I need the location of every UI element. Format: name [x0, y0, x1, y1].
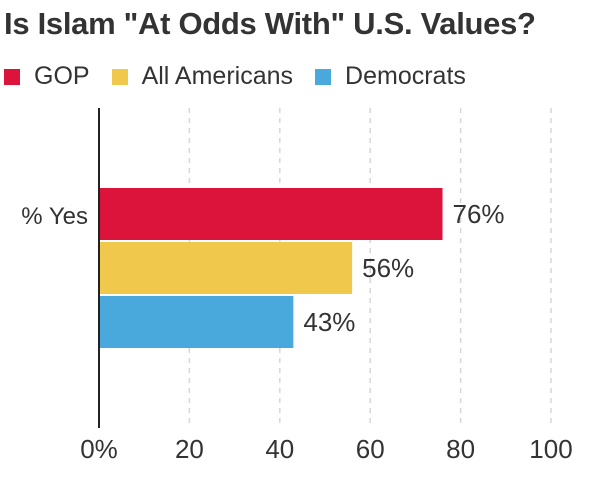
legend-item-democrats: Democrats: [315, 62, 466, 91]
bar-democrats: [99, 296, 294, 348]
legend-swatch-all-americans: [111, 68, 128, 85]
legend-item-gop: GOP: [4, 62, 90, 91]
x-tick-label-40: 40: [265, 434, 294, 464]
legend-label-gop: GOP: [34, 62, 90, 90]
legend-swatch-gop: [4, 68, 20, 85]
legend-label-all-americans: All Americans: [141, 62, 294, 90]
legend-label-democrats: Democrats: [345, 62, 466, 90]
bar-all-americans: [99, 242, 353, 294]
x-tick-label-20: 20: [175, 434, 204, 464]
data-label-gop: 76%: [453, 199, 505, 229]
legend-swatch-democrats: [315, 68, 332, 85]
legend: GOP All Americans Democrats: [4, 62, 488, 91]
category-label: % Yes: [21, 203, 88, 230]
x-tick-label-100: 100: [529, 434, 572, 464]
bar-gop: [99, 188, 443, 240]
data-label-democrats: 43%: [303, 307, 355, 337]
data-label-all-americans: 56%: [362, 253, 414, 283]
x-tick-label-60: 60: [356, 434, 385, 464]
x-tick-label-80: 80: [446, 434, 475, 464]
chart-title: Is Islam "At Odds With" U.S. Values?: [4, 6, 536, 41]
x-tick-label-0: 0%: [80, 434, 118, 464]
legend-item-all-americans: All Americans: [111, 62, 294, 91]
